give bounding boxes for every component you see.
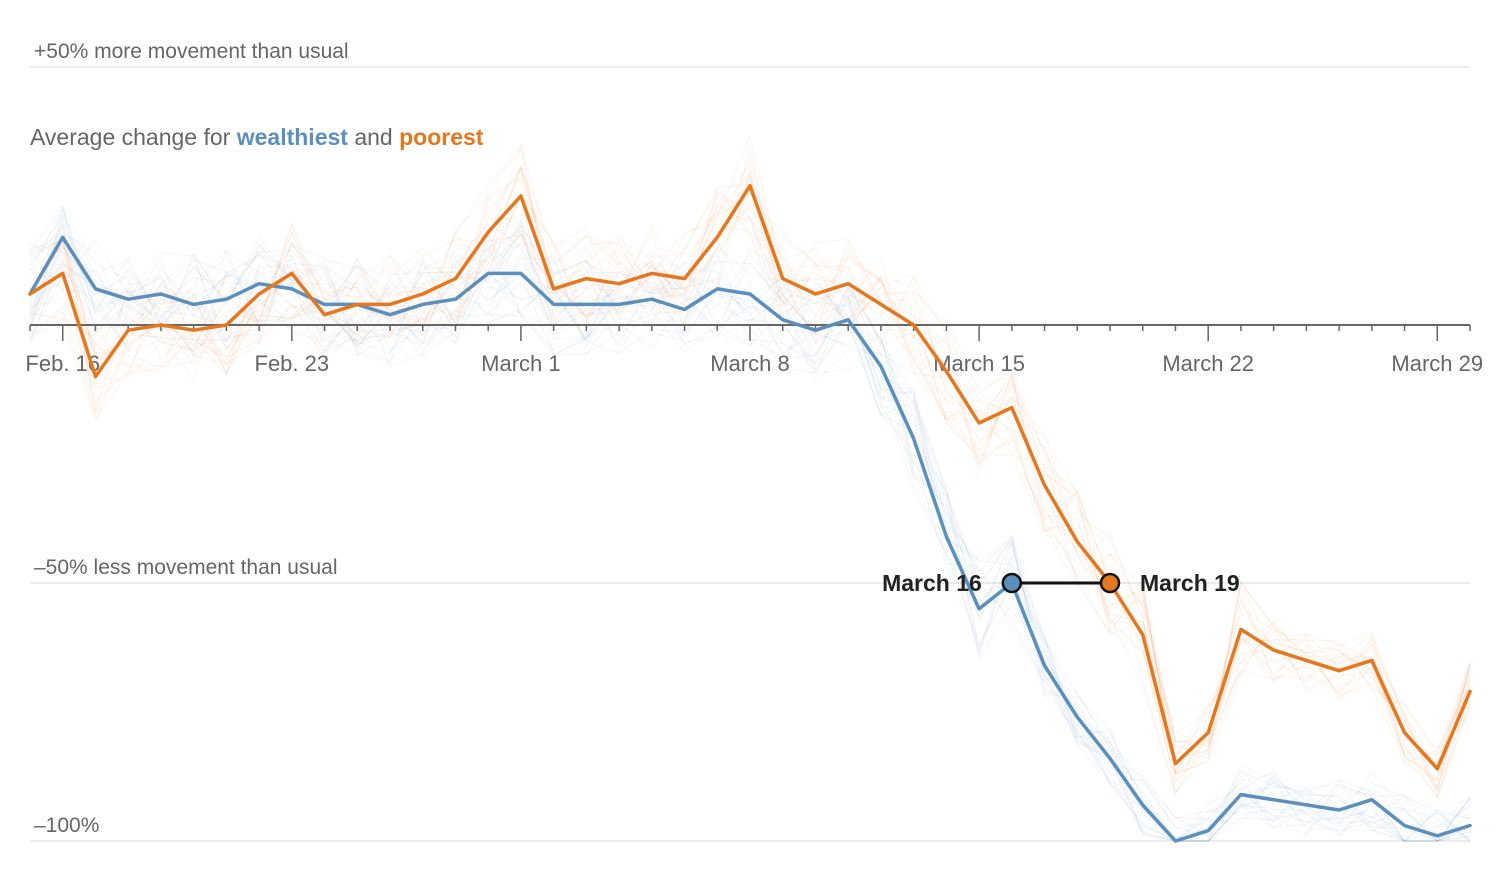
wealthiest-background-line bbox=[29, 228, 1471, 842]
chart-subtitle: Average change for wealthiest and poores… bbox=[30, 124, 484, 150]
wealthiest-background-line bbox=[29, 223, 1471, 842]
average-lines bbox=[28, 183, 1472, 843]
poorest-background-line bbox=[29, 191, 1471, 776]
wealthiest-background-line bbox=[29, 213, 1471, 842]
poorest-background-line bbox=[29, 170, 1471, 775]
poorest-line bbox=[28, 183, 1472, 771]
poorest-background-line bbox=[29, 175, 1471, 776]
subtitle-prefix: Average change for bbox=[30, 124, 237, 150]
annotation-dot bbox=[1099, 572, 1121, 594]
annotation-label: March 16 bbox=[882, 570, 982, 596]
wealthiest-background-line bbox=[29, 225, 1471, 842]
x-tick-label: March 22 bbox=[1162, 351, 1254, 376]
poorest-background-line bbox=[29, 146, 1471, 796]
wealthiest-background-line bbox=[29, 229, 1471, 842]
poorest-background-line bbox=[29, 148, 1471, 784]
annotation-dot bbox=[1001, 572, 1023, 594]
wealthiest-background-line bbox=[29, 241, 1471, 842]
x-axis: Feb. 16 Feb. 23 March 1 March 8 March 15 Marc… bbox=[25, 324, 1483, 376]
y-axis-label: –100% bbox=[34, 814, 99, 837]
poorest-background-line bbox=[29, 176, 1471, 774]
poorest-background-line bbox=[29, 164, 1471, 783]
gridlines bbox=[30, 66, 1470, 842]
annotations: March 16 March 19 bbox=[882, 570, 1240, 596]
y-axis-labels: +50% more movement than usual –50% less m… bbox=[34, 40, 349, 837]
y-axis-label: –50% less movement than usual bbox=[34, 556, 338, 579]
poorest-background-line bbox=[29, 205, 1471, 774]
individual-county-lines bbox=[29, 133, 1471, 842]
poorest-background-line bbox=[29, 142, 1471, 792]
poorest-background-line bbox=[29, 166, 1471, 758]
subtitle-wealthiest: wealthiest bbox=[236, 124, 349, 150]
x-tick-label: March 8 bbox=[710, 351, 789, 376]
poorest-background-line bbox=[29, 164, 1471, 789]
poorest-background-line bbox=[29, 177, 1471, 792]
poorest-background-line bbox=[29, 166, 1471, 783]
subtitle-poorest: poorest bbox=[399, 124, 484, 150]
poorest-background-line bbox=[29, 203, 1471, 798]
y-axis-label: +50% more movement than usual bbox=[34, 40, 349, 63]
annotation-label: March 19 bbox=[1140, 570, 1240, 596]
poorest-background-line bbox=[29, 185, 1471, 800]
poorest-background-line bbox=[29, 199, 1471, 776]
wealthiest-background-line bbox=[29, 208, 1471, 842]
subtitle-middle: and bbox=[348, 124, 399, 150]
wealthiest-background-line bbox=[29, 209, 1471, 842]
x-tick-label: March 29 bbox=[1391, 351, 1483, 376]
x-tick-label: March 1 bbox=[481, 351, 560, 376]
poorest-background-line bbox=[29, 177, 1471, 773]
wealthiest-background-line bbox=[29, 257, 1471, 842]
wealthiest-background-line bbox=[29, 221, 1471, 842]
wealthiest-background-line bbox=[29, 232, 1471, 842]
poorest-background-line bbox=[29, 133, 1471, 758]
wealthiest-background-line bbox=[29, 250, 1471, 842]
poorest-background-line bbox=[29, 144, 1471, 794]
x-tick-label: Feb. 23 bbox=[255, 351, 330, 376]
poorest-background-line bbox=[29, 157, 1471, 799]
